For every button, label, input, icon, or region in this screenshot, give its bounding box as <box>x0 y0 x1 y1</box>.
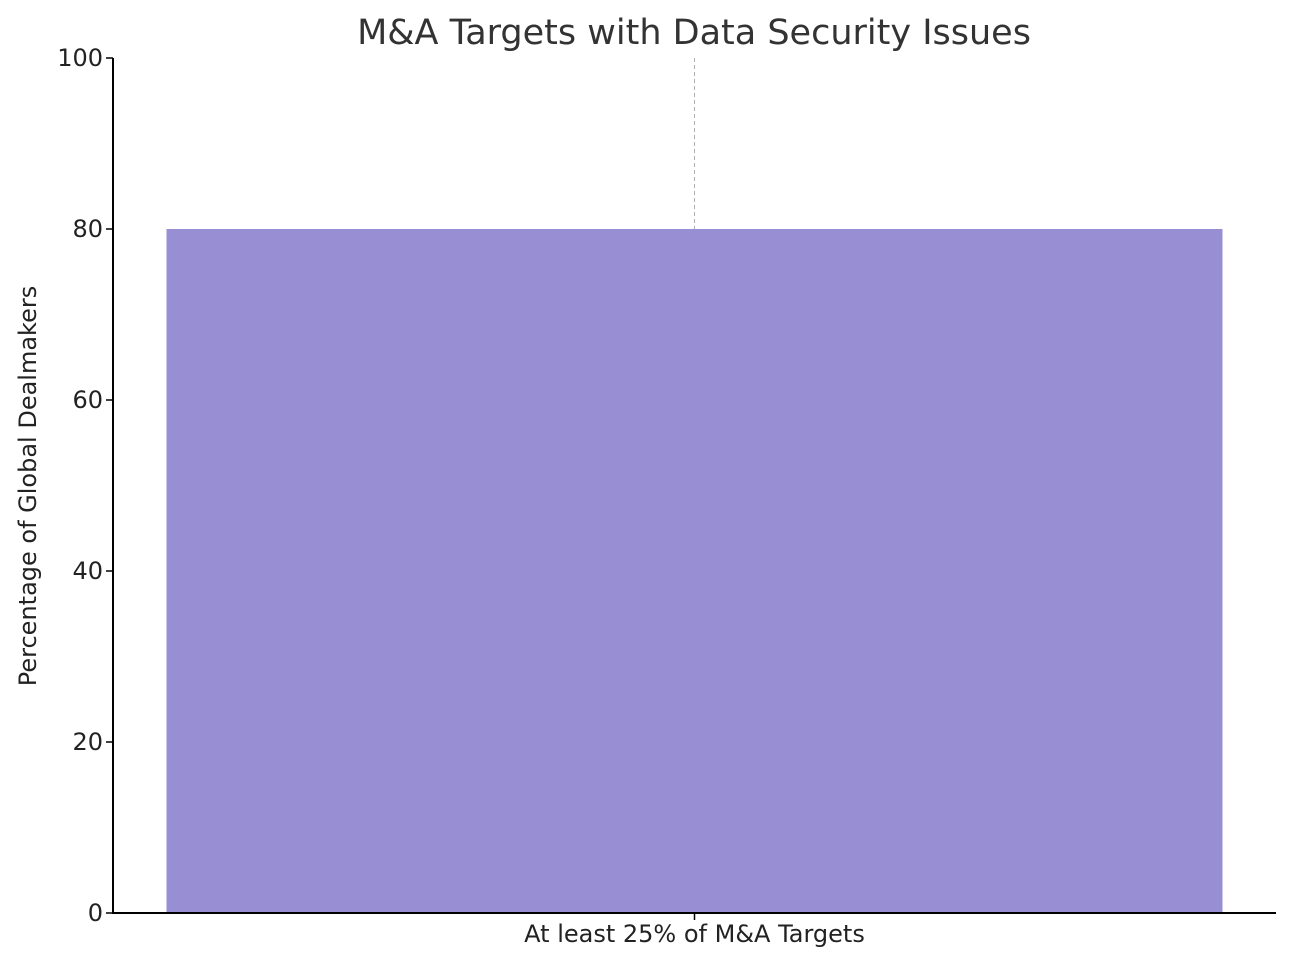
y-tick-label-5: 100 <box>57 44 103 72</box>
x-tick-label-0: At least 25% of M&A Targets <box>524 920 865 948</box>
chart-title: M&A Targets with Data Security Issues <box>357 13 1031 53</box>
y-tick-label-3: 60 <box>72 386 103 414</box>
y-tick-label-2: 40 <box>72 557 103 585</box>
y-tick-label-0: 0 <box>88 899 103 927</box>
bar-0 <box>166 229 1223 913</box>
y-ticks-layer: 0 20 40 60 80 100 <box>57 44 113 927</box>
y-tick-label-1: 20 <box>72 728 103 756</box>
x-ticks-layer: At least 25% of M&A Targets <box>524 913 865 948</box>
y-tick-label-4: 80 <box>72 215 103 243</box>
bars-layer <box>166 229 1223 913</box>
y-axis-label: Percentage of Global Dealmakers <box>14 286 42 686</box>
